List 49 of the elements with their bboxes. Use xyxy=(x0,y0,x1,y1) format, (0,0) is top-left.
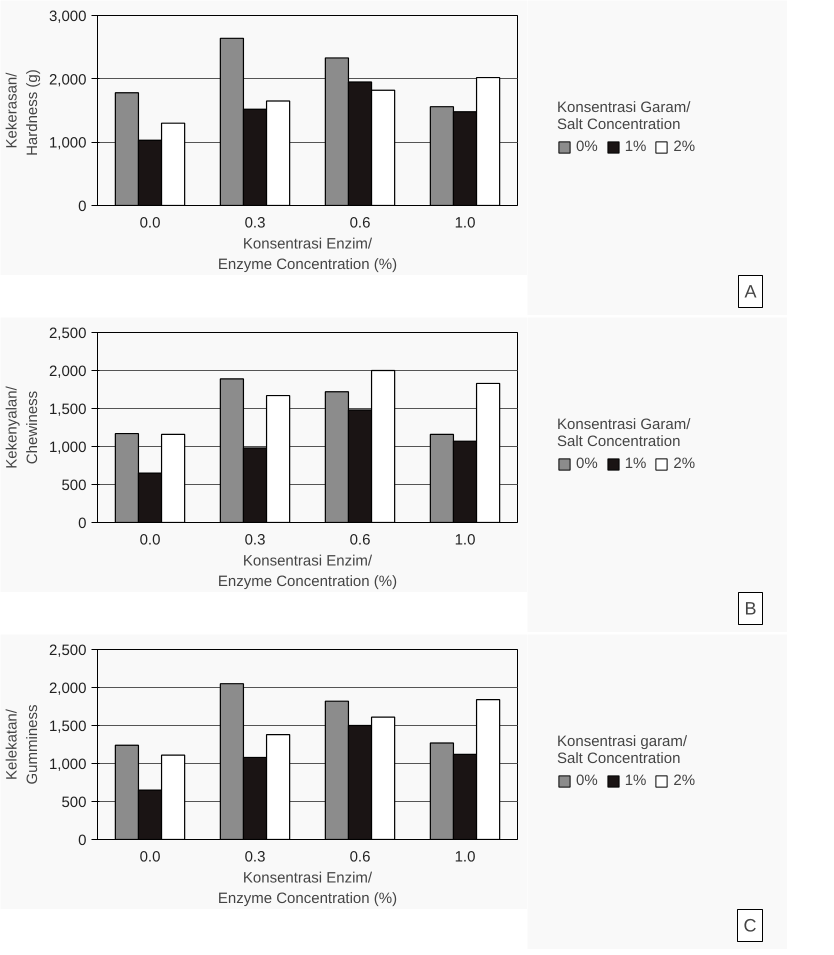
legend-label: 1% xyxy=(624,455,646,472)
y-tick-label: 2,000 xyxy=(48,71,87,88)
x-tick-label: 0.0 xyxy=(140,214,160,232)
text: B xyxy=(744,598,757,618)
y-tick-label: 0 xyxy=(78,832,86,849)
legend-title: Konsentrasi Garam/ Salt Concentration xyxy=(557,99,692,133)
legend-label: 2% xyxy=(673,455,696,472)
y-tick-label: 2,000 xyxy=(48,363,87,380)
y-axis-title: Kelekatan/ Gumminess xyxy=(4,704,41,785)
y-tick-label: 2,500 xyxy=(48,325,87,342)
legend-title: Konsentrasi garam/ Salt Concentration xyxy=(557,733,688,767)
y-tick-label: 500 xyxy=(61,477,87,494)
x-tick-label: 0.6 xyxy=(350,848,370,866)
y-tick-label: 0 xyxy=(78,198,86,215)
legend-label: 0% xyxy=(576,772,598,789)
y-tick-label: 500 xyxy=(61,794,87,811)
text: A xyxy=(744,282,757,302)
x-tick-label: 1.0 xyxy=(454,214,476,232)
x-axis-title: Konsentrasi Enzim/ Enzyme Concentration (%) xyxy=(218,552,398,590)
y-tick-label: 0 xyxy=(78,515,86,532)
x-tick-label: 0.3 xyxy=(244,532,266,548)
x-tick-label: 1.0 xyxy=(454,532,476,548)
y-axis-title: Kekenyalan/ Chewiness xyxy=(4,385,41,469)
legend-label: 1% xyxy=(624,772,646,789)
legend-label: 0% xyxy=(576,138,598,155)
x-tick-label: 0.3 xyxy=(244,214,266,232)
x-tick-label: 0.0 xyxy=(140,848,160,866)
x-axis-title: Konsentrasi Enzim/ Enzyme Concentration (%) xyxy=(218,236,398,273)
x-tick-label: 0.3 xyxy=(244,848,266,866)
legend-label: 2% xyxy=(673,772,696,789)
x-axis-title: Konsentrasi Enzim/ Enzyme Concentration (%) xyxy=(218,870,398,907)
legend-title: Konsentrasi Garam/ Salt Concentration xyxy=(557,416,692,450)
legend-label: 2% xyxy=(673,138,696,155)
y-tick-label: 2,500 xyxy=(48,642,87,659)
x-tick-label: 1.0 xyxy=(454,848,476,866)
y-tick-label: 1,500 xyxy=(48,401,87,418)
y-tick-label: 1,500 xyxy=(48,718,87,735)
legend-label: 1% xyxy=(624,138,646,155)
legend-label: 0% xyxy=(576,455,598,472)
y-axis-title: Kekerasan/ Hardness (g) xyxy=(4,69,41,156)
y-tick-label: 1,000 xyxy=(48,439,87,456)
y-tick-label: 1,000 xyxy=(48,756,87,773)
x-tick-label: 0.6 xyxy=(350,214,370,232)
x-tick-label: 0.0 xyxy=(140,532,160,548)
text: C xyxy=(744,916,756,936)
x-tick-label: 0.6 xyxy=(350,532,370,548)
y-tick-label: 1,000 xyxy=(48,134,87,152)
y-tick-label: 3,000 xyxy=(48,8,87,25)
y-tick-label: 2,000 xyxy=(48,680,87,697)
